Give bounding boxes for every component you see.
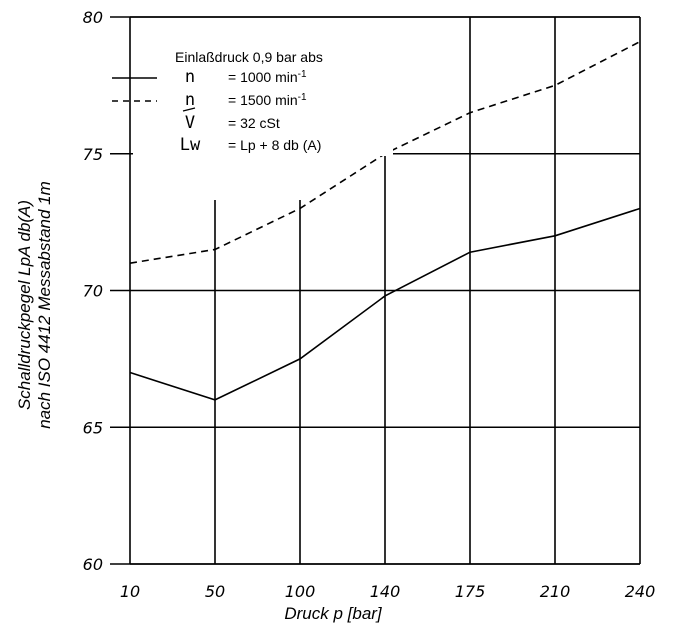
plot-frame (129, 16, 641, 565)
y-tick-label: 75 (83, 145, 103, 164)
y-tick-label: 70 (83, 282, 103, 301)
x-axis-label: Druck p [bar] (284, 604, 383, 623)
x-tick-label: 50 (205, 582, 225, 601)
y-tick-label: 65 (83, 418, 103, 437)
legend-symbol: Lw (180, 135, 201, 155)
legend-symbol: n (185, 90, 195, 110)
series-line-1000 (129, 207, 641, 401)
y-tick-label: 60 (83, 555, 103, 574)
x-tick-label: 100 (285, 582, 316, 601)
x-tick-label: 240 (625, 582, 656, 601)
x-tick-label: 140 (370, 582, 401, 601)
x-tick-label: 10 (120, 582, 140, 601)
x-tick-label: 175 (455, 582, 486, 601)
legend-entry-text: = 32 cSt (228, 115, 280, 131)
legend-symbol: V (185, 113, 195, 133)
legend-symbol: n (185, 67, 195, 87)
legend-superscript: -1 (298, 69, 307, 80)
legend-entry-text: = 1000 min-1 (228, 69, 307, 85)
legend-entry-text: = Lp + 8 db (A) (228, 137, 321, 153)
x-tick-label: 210 (540, 582, 571, 601)
tick-labels: 60 65 70 75 80 10 50 100 140 175 210 240 (83, 8, 656, 601)
legend-background (133, 40, 393, 156)
legend-symbol-mark (182, 107, 196, 112)
legend-entry-text: = 1500 min-1 (228, 92, 307, 108)
legend-title: Einlaßdruck 0,9 bar abs (175, 49, 323, 65)
legend-superscript: -1 (298, 92, 307, 103)
y-axis-label-line1: Schalldruckpegel LpA db(A) (15, 200, 34, 410)
y-axis-label-line2: nach ISO 4412 Messabstand 1m (35, 181, 54, 429)
y-tick-label: 80 (83, 8, 103, 27)
legend: Einlaßdruck 0,9 bar abs n = 1000 min-1 n = … (112, 40, 393, 156)
